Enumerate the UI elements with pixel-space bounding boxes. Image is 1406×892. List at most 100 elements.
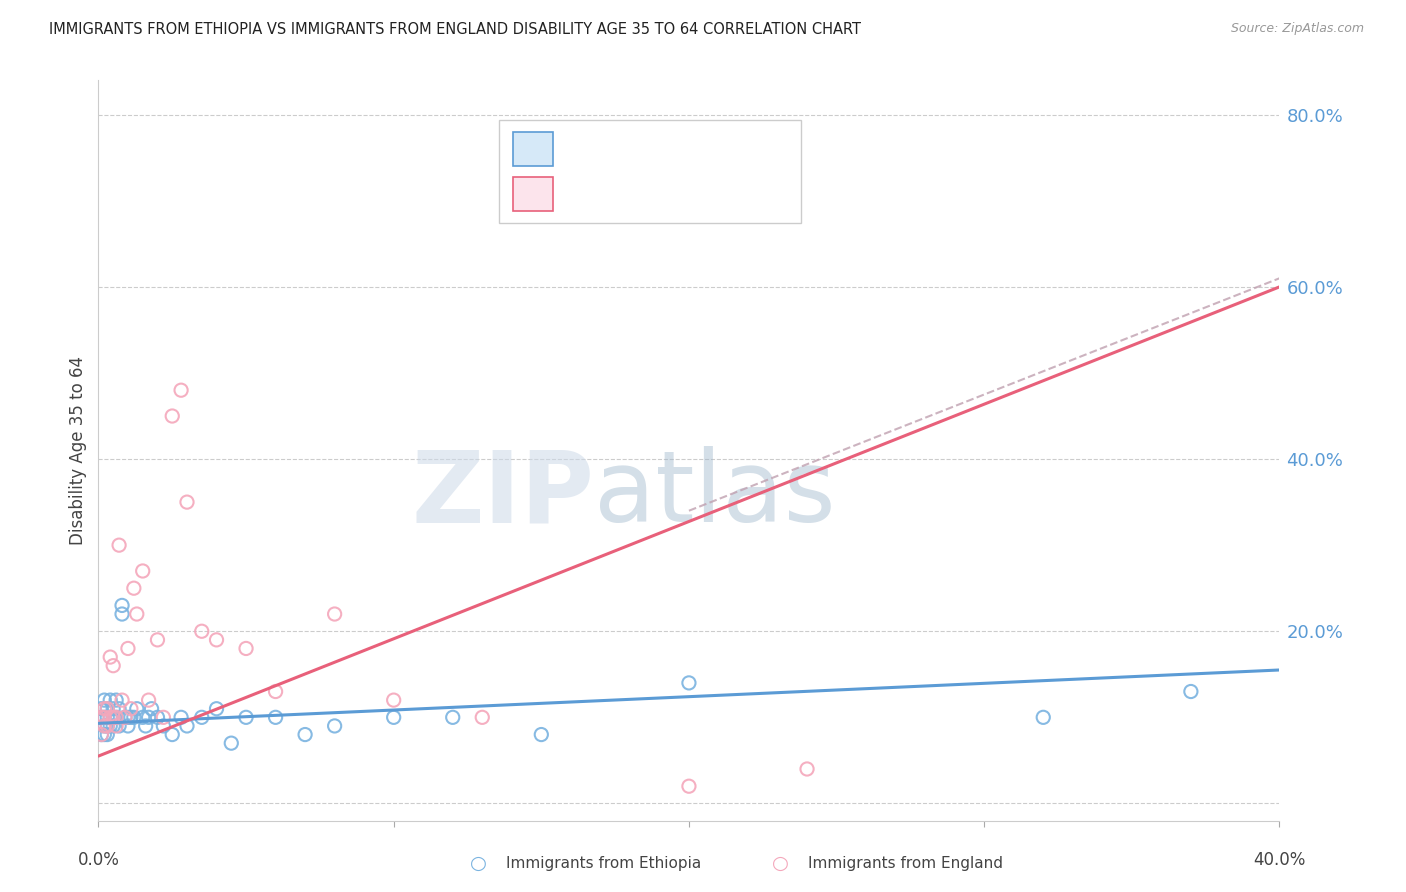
Point — [162, 727, 183, 741]
Text: IMMIGRANTS FROM ETHIOPIA VS IMMIGRANTS FROM ENGLAND DISABILITY AGE 35 TO 64 CORR: IMMIGRANTS FROM ETHIOPIA VS IMMIGRANTS F… — [49, 22, 862, 37]
Point — [103, 719, 125, 733]
Point — [205, 632, 228, 647]
Point — [170, 710, 193, 724]
Text: R =: R = — [564, 140, 600, 158]
Text: 0.451: 0.451 — [599, 186, 651, 203]
Point — [138, 710, 160, 724]
Point — [111, 607, 134, 621]
Text: N =: N = — [637, 186, 689, 203]
Point — [111, 693, 134, 707]
Text: 40.0%: 40.0% — [1253, 851, 1306, 869]
Point — [162, 409, 183, 423]
Point — [93, 719, 115, 733]
Point — [96, 702, 118, 716]
Point — [90, 710, 112, 724]
Point — [176, 495, 198, 509]
Point — [135, 719, 157, 733]
Point — [93, 693, 115, 707]
Point — [471, 710, 494, 724]
Point — [678, 676, 700, 690]
Point — [90, 727, 112, 741]
Y-axis label: Disability Age 35 to 64: Disability Age 35 to 64 — [69, 356, 87, 545]
Point — [382, 710, 405, 724]
Text: N =: N = — [637, 140, 689, 158]
Text: atlas: atlas — [595, 446, 837, 543]
Point — [132, 564, 155, 578]
Point — [205, 702, 228, 716]
Point — [1032, 710, 1054, 724]
Point — [796, 762, 818, 776]
Point — [382, 693, 405, 707]
Text: R =: R = — [564, 186, 600, 203]
Point — [264, 684, 287, 698]
Point — [138, 693, 160, 707]
Point — [122, 581, 145, 595]
Point — [294, 727, 316, 741]
Text: 0.150: 0.150 — [599, 140, 651, 158]
Text: ○: ○ — [470, 854, 486, 873]
Point — [111, 599, 134, 613]
Point — [530, 727, 553, 741]
Text: Source: ZipAtlas.com: Source: ZipAtlas.com — [1230, 22, 1364, 36]
Point — [117, 710, 139, 724]
Point — [125, 702, 148, 716]
Point — [96, 719, 118, 733]
Point — [441, 710, 464, 724]
Point — [117, 641, 139, 656]
Point — [235, 710, 257, 724]
Point — [96, 710, 118, 724]
Text: ZIP: ZIP — [412, 446, 595, 543]
Point — [105, 710, 128, 724]
Point — [221, 736, 243, 750]
Point — [98, 693, 121, 707]
Point — [105, 693, 128, 707]
Point — [146, 710, 169, 724]
Point — [152, 719, 174, 733]
Point — [120, 710, 142, 724]
Point — [125, 607, 148, 621]
Text: 0.0%: 0.0% — [77, 851, 120, 869]
Text: 36: 36 — [693, 186, 716, 203]
Point — [132, 710, 155, 724]
Point — [108, 719, 131, 733]
Point — [176, 719, 198, 733]
Text: Immigrants from Ethiopia: Immigrants from Ethiopia — [506, 856, 702, 871]
Point — [146, 632, 169, 647]
Point — [1180, 684, 1202, 698]
Point — [98, 650, 121, 665]
Point — [105, 710, 128, 724]
Text: ○: ○ — [772, 854, 789, 873]
Point — [323, 607, 346, 621]
Point — [93, 702, 115, 716]
Point — [98, 710, 121, 724]
Point — [323, 719, 346, 733]
Point — [108, 702, 131, 716]
Point — [103, 702, 125, 716]
Point — [96, 719, 118, 733]
Point — [96, 727, 118, 741]
Point — [191, 710, 214, 724]
Text: 51: 51 — [693, 140, 716, 158]
Point — [90, 710, 112, 724]
Point — [103, 710, 125, 724]
Point — [96, 702, 118, 716]
Point — [191, 624, 214, 639]
Point — [108, 538, 131, 552]
Point — [235, 641, 257, 656]
Point — [678, 779, 700, 793]
Point — [117, 719, 139, 733]
Point — [98, 710, 121, 724]
Text: Immigrants from England: Immigrants from England — [808, 856, 1004, 871]
Point — [98, 719, 121, 733]
Point — [103, 658, 125, 673]
Point — [103, 710, 125, 724]
Point — [93, 710, 115, 724]
Point — [90, 727, 112, 741]
Point — [141, 702, 163, 716]
Point — [120, 702, 142, 716]
Point — [93, 719, 115, 733]
Point — [264, 710, 287, 724]
Point — [93, 727, 115, 741]
Point — [122, 710, 145, 724]
Point — [152, 710, 174, 724]
